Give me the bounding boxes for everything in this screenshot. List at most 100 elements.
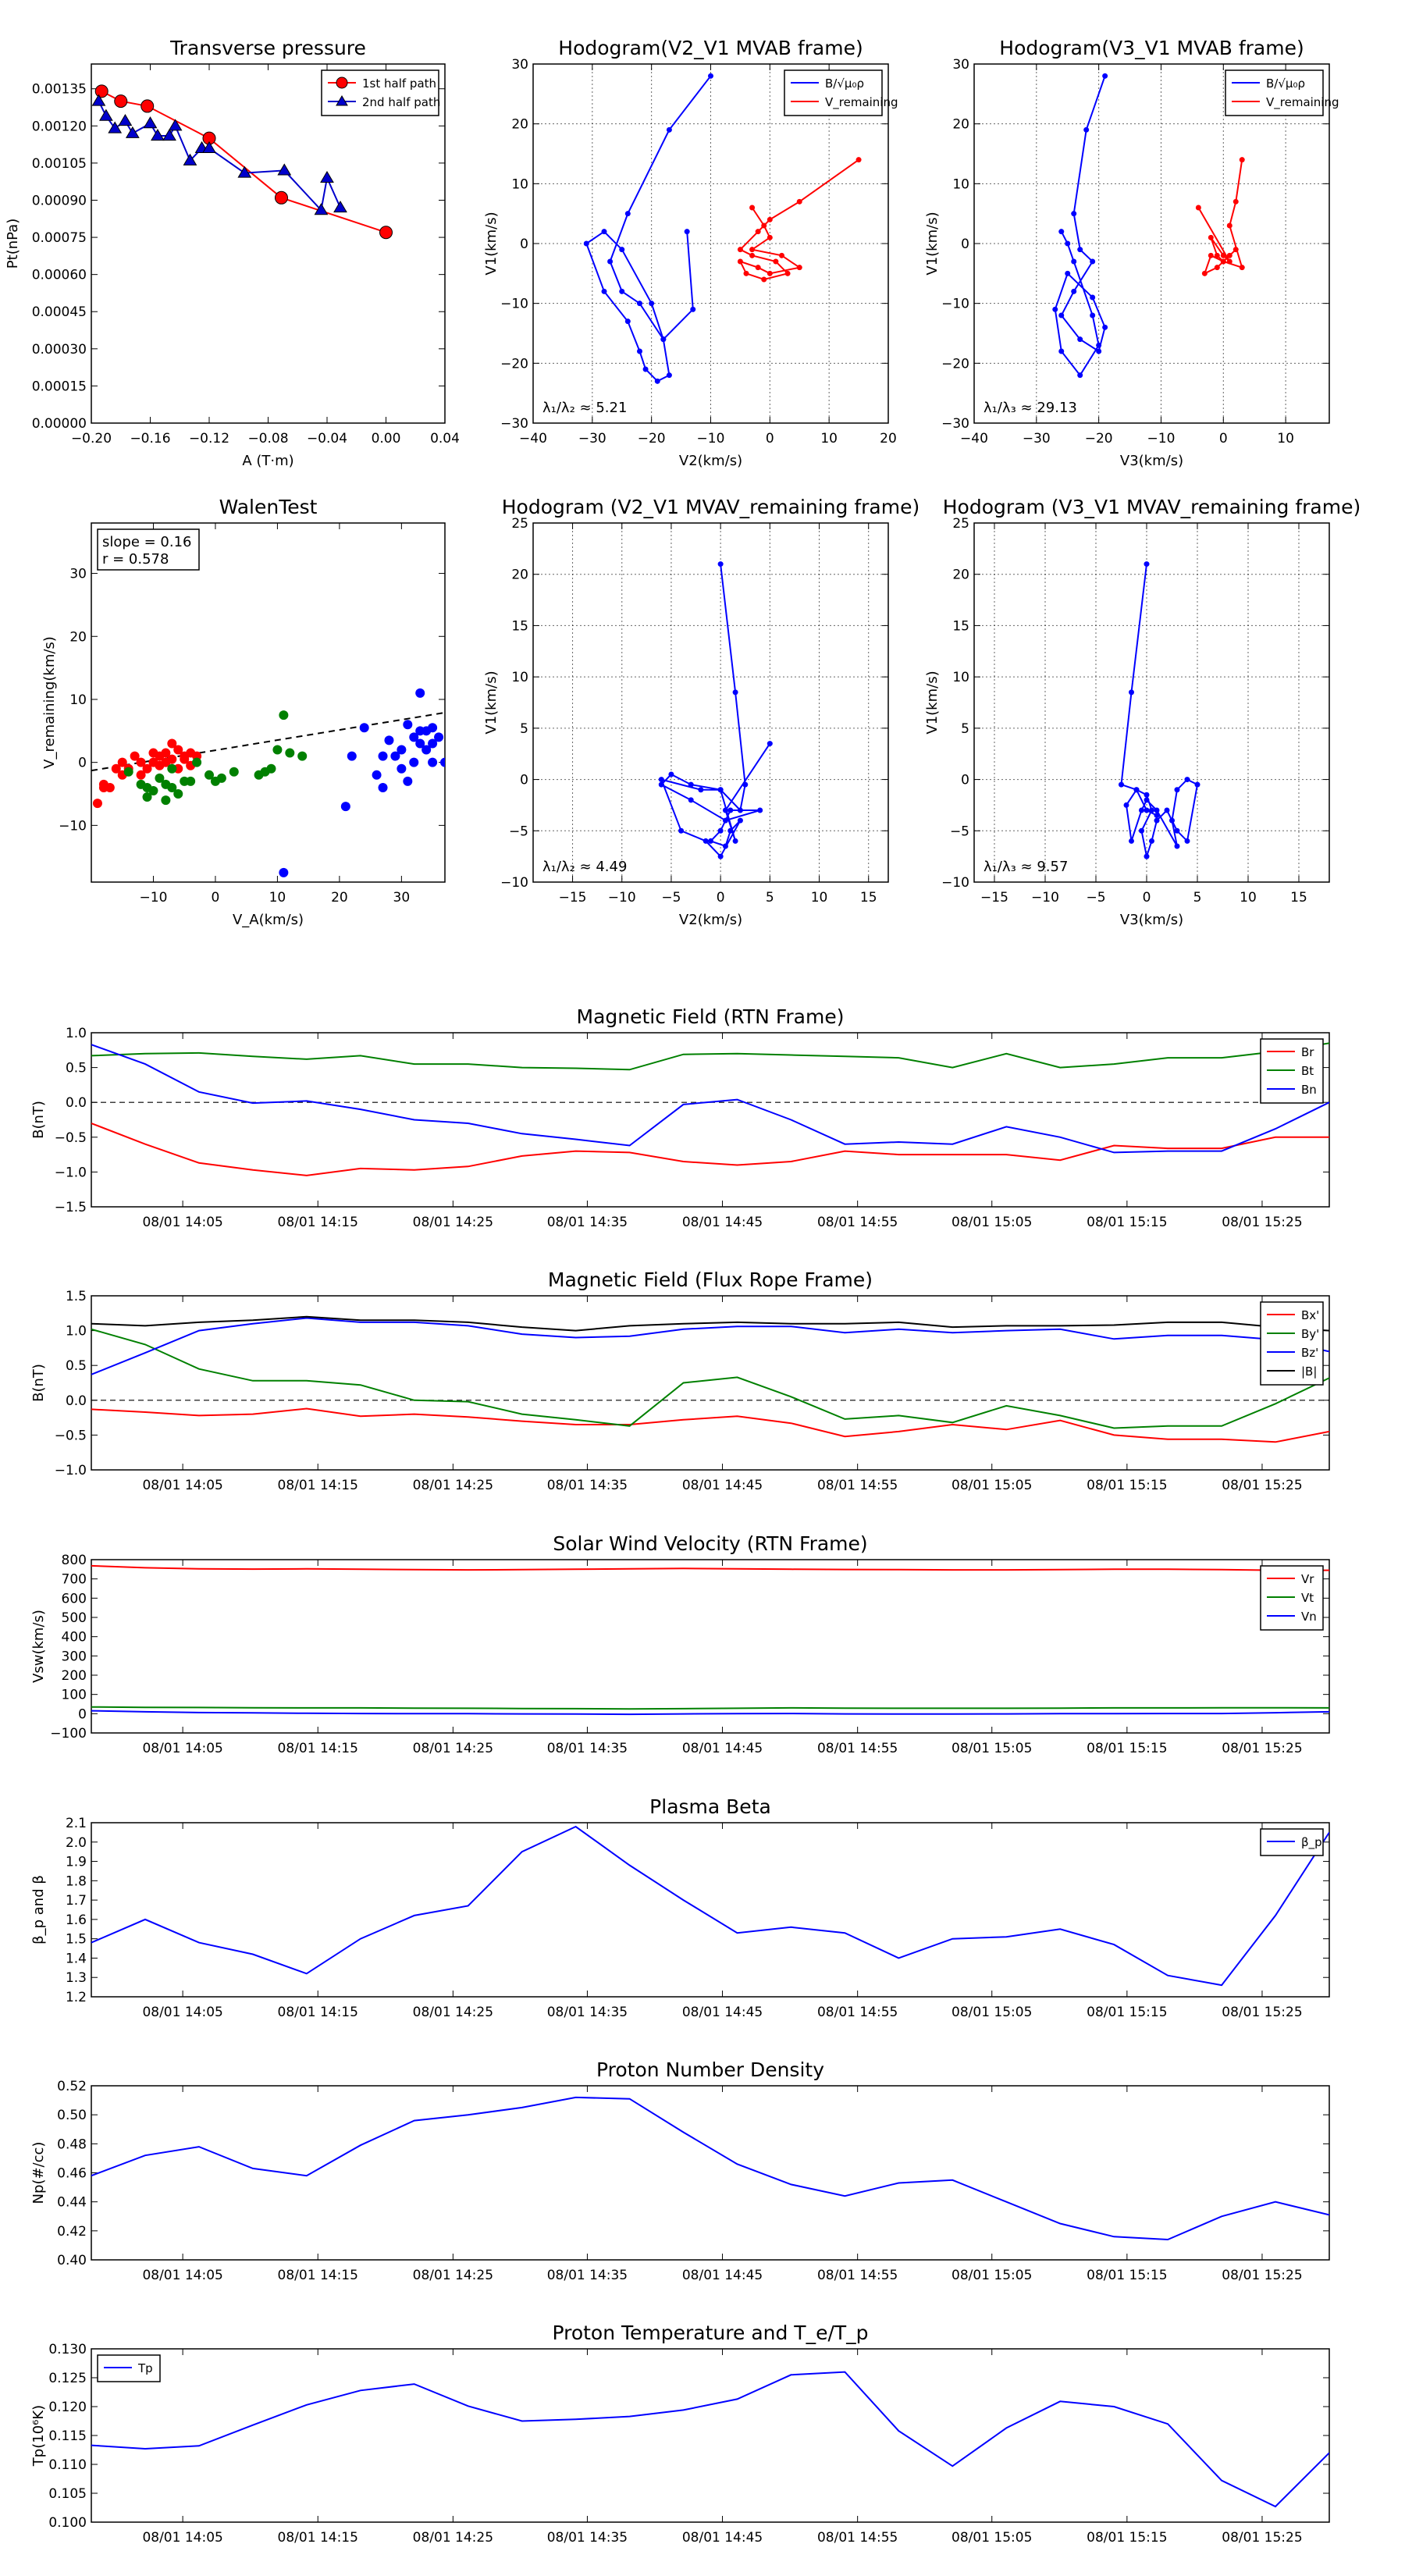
data-point bbox=[1226, 258, 1232, 265]
chart-title: Hodogram(V2_V1 MVAB frame) bbox=[558, 37, 863, 59]
data-point bbox=[1154, 807, 1160, 813]
y-tick-label: −10 bbox=[59, 818, 87, 834]
data-point bbox=[118, 113, 133, 126]
data-point bbox=[1214, 252, 1220, 258]
data-layer bbox=[92, 688, 445, 877]
y-tick-label: 10 bbox=[952, 670, 969, 685]
x-tick-label: −30 bbox=[578, 431, 606, 447]
y-tick-label: 15 bbox=[511, 618, 528, 634]
x-tick-label: 15 bbox=[860, 890, 877, 906]
y-tick-label: −10 bbox=[500, 875, 528, 891]
data-point bbox=[183, 153, 197, 165]
data-point bbox=[111, 763, 121, 774]
data-point bbox=[1232, 247, 1239, 253]
data-point bbox=[415, 738, 425, 749]
legend-label: B/√μ₀ρ bbox=[1266, 76, 1305, 91]
data-point bbox=[151, 129, 165, 141]
chart-1: Hodogram(V2_V1 MVAB frame) −30 −20 −10 0 10 20… bbox=[483, 37, 898, 469]
data-point bbox=[320, 170, 334, 183]
x-tick-label: 08/01 15:15 bbox=[1087, 2268, 1167, 2283]
x-tick-label: 08/01 14:45 bbox=[682, 1215, 763, 1230]
y-tick-label: 0.105 bbox=[48, 2486, 87, 2502]
y-axis-label: Pt(nPa) bbox=[5, 219, 21, 269]
data-point bbox=[722, 807, 728, 813]
data-point bbox=[761, 276, 767, 283]
data-point bbox=[440, 757, 445, 767]
x-tick-label: 10 bbox=[1277, 431, 1294, 447]
x-tick-label: −0.16 bbox=[130, 431, 170, 447]
y-tick-label: −10 bbox=[500, 297, 528, 312]
x-tick-label: 08/01 14:15 bbox=[278, 2005, 358, 2020]
y-axis-label: V1(km/s) bbox=[483, 671, 500, 734]
x-tick-label: 0 bbox=[766, 431, 774, 447]
x-tick-label: −40 bbox=[960, 431, 988, 447]
y-tick-label: 20 bbox=[69, 629, 87, 645]
legend: Tp bbox=[97, 2354, 161, 2382]
y-tick-label: 700 bbox=[62, 1572, 87, 1588]
x-tick-label: 08/01 15:05 bbox=[951, 2268, 1032, 2283]
data-point bbox=[755, 265, 761, 271]
legend: B/√μ₀ρ V_remaining bbox=[784, 69, 898, 116]
chart-title: Solar Wind Velocity (RTN Frame) bbox=[553, 1532, 867, 1555]
data-point bbox=[136, 770, 146, 780]
series-line bbox=[660, 564, 771, 858]
legend-marker bbox=[336, 95, 348, 106]
y-tick-label: 10 bbox=[511, 176, 528, 192]
data-point bbox=[1096, 342, 1102, 348]
data-point bbox=[1226, 252, 1232, 258]
x-tick-label: 08/01 15:05 bbox=[951, 2530, 1032, 2546]
legend-label: V_remaining bbox=[825, 95, 898, 110]
data-point bbox=[409, 757, 419, 767]
y-tick-label: 15 bbox=[952, 618, 969, 634]
stats-line: slope = 0.16 bbox=[102, 534, 192, 550]
y-tick-label: 10 bbox=[952, 176, 969, 192]
data-point bbox=[378, 782, 388, 792]
x-tick-label: 5 bbox=[1193, 890, 1202, 906]
data-point bbox=[285, 748, 295, 758]
data-point bbox=[229, 767, 239, 777]
x-axis-label: V2(km/s) bbox=[679, 912, 742, 928]
y-tick-label: 100 bbox=[62, 1688, 87, 1703]
series-line bbox=[91, 2096, 1329, 2241]
stats-box-frame bbox=[97, 528, 200, 571]
x-tick-label: 08/01 14:35 bbox=[547, 1215, 628, 1230]
data-layer bbox=[91, 1564, 1329, 1716]
data-point bbox=[378, 751, 388, 761]
plot-frame bbox=[91, 1032, 1330, 1208]
y-tick-label: 0.0 bbox=[66, 1393, 87, 1409]
x-tick-label: 08/01 14:05 bbox=[142, 2530, 222, 2546]
legend: 1st half path 2nd half path bbox=[321, 69, 440, 116]
data-point bbox=[161, 795, 171, 806]
data-point bbox=[108, 121, 123, 133]
chart-title: Plasma Beta bbox=[649, 1795, 771, 1818]
data-point bbox=[180, 754, 190, 764]
data-point bbox=[114, 94, 128, 109]
y-tick-label: 1.9 bbox=[66, 1855, 87, 1870]
data-point bbox=[403, 776, 413, 786]
x-tick-label: −15 bbox=[559, 890, 587, 906]
legend-label: 1st half path bbox=[362, 76, 436, 91]
x-tick-label: 08/01 14:55 bbox=[817, 1741, 898, 1756]
x-tick-label: −0.08 bbox=[247, 431, 288, 447]
plot-frame bbox=[91, 1559, 1330, 1734]
data-point bbox=[757, 807, 763, 813]
x-tick-label: 10 bbox=[811, 890, 828, 906]
x-tick-label: 0 bbox=[1143, 890, 1151, 906]
x-tick-label: −40 bbox=[519, 431, 547, 447]
x-tick-label: 08/01 15:25 bbox=[1222, 1478, 1302, 1493]
x-tick-label: 08/01 14:25 bbox=[413, 2005, 493, 2020]
chart-title: Hodogram (V2_V1 MVAV_remaining frame) bbox=[502, 496, 920, 518]
chart-4: Hodogram (V2_V1 MVAV_remaining frame) −10… bbox=[483, 496, 919, 928]
x-tick-label: 5 bbox=[766, 890, 774, 906]
y-tick-label: 2.0 bbox=[66, 1835, 87, 1851]
x-tick-label: 08/01 15:25 bbox=[1222, 2268, 1302, 2283]
data-point bbox=[708, 838, 713, 844]
y-tick-label: 1.2 bbox=[66, 1990, 87, 2005]
data-point bbox=[130, 751, 140, 761]
y-tick-label: 1.4 bbox=[66, 1951, 87, 1966]
y-tick-label: 0.00120 bbox=[32, 119, 87, 134]
x-tick-label: −10 bbox=[608, 890, 636, 906]
data-point bbox=[1144, 797, 1150, 803]
data-point bbox=[279, 867, 289, 877]
data-point bbox=[173, 745, 183, 755]
